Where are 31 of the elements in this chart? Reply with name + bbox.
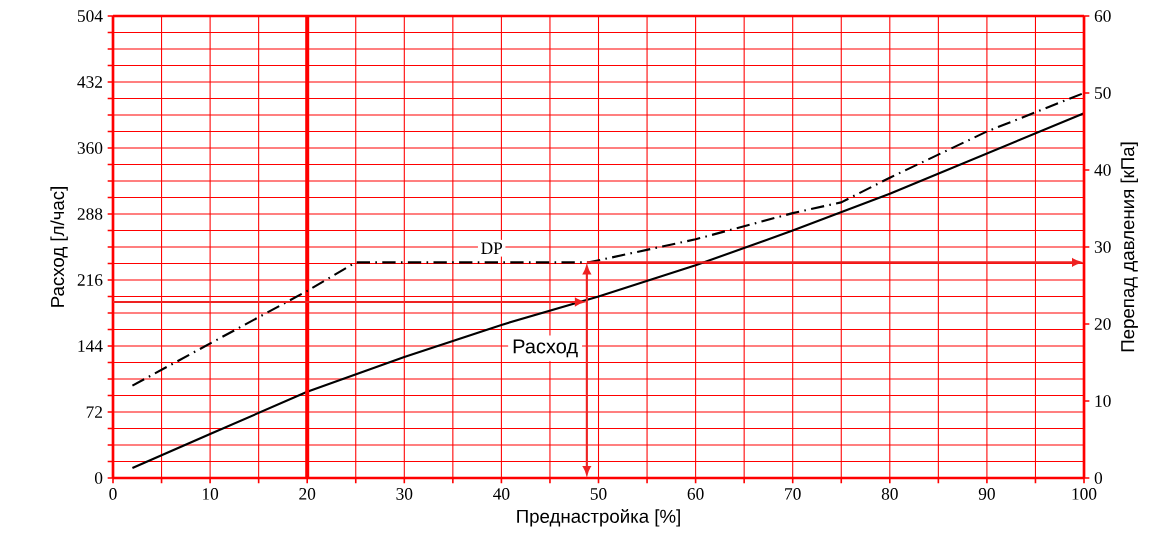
x-tick-label: 60 bbox=[687, 488, 704, 500]
y2-tick-label: 0 bbox=[1094, 472, 1103, 484]
series-label: Расход bbox=[513, 339, 578, 358]
y2-tick-label: 60 bbox=[1094, 10, 1111, 22]
x-tick-label: 50 bbox=[590, 488, 607, 500]
y2-tick-label: 50 bbox=[1095, 87, 1111, 99]
y-tick-label: 72 bbox=[86, 406, 103, 418]
series-label: DP bbox=[481, 242, 503, 254]
y2-axis-title: Перепад давления [кПа] bbox=[1120, 142, 1138, 352]
y2-tick-label: 40 bbox=[1094, 164, 1111, 176]
y2-tick-label: 30 bbox=[1094, 241, 1111, 253]
x-tick-label: 20 bbox=[299, 488, 316, 500]
x-tick-label: 0 bbox=[109, 488, 117, 500]
y2-tick-label: 10 bbox=[1095, 395, 1111, 407]
y-axis-title: Расход [л/час] bbox=[50, 187, 68, 307]
x-tick-label: 80 bbox=[881, 488, 898, 500]
y-tick-label: 432 bbox=[77, 76, 103, 88]
y-tick-label: 504 bbox=[77, 10, 103, 22]
y2-tick-label: 20 bbox=[1094, 318, 1111, 330]
y-tick-label: 216 bbox=[77, 274, 103, 286]
x-tick-label: 100 bbox=[1072, 488, 1097, 500]
x-tick-label: 10 bbox=[202, 488, 219, 500]
y-tick-label: 288 bbox=[77, 208, 103, 220]
x-tick-label: 40 bbox=[493, 488, 510, 500]
y-tick-label: 360 bbox=[77, 142, 103, 154]
y-tick-label: 144 bbox=[78, 340, 103, 352]
x-tick-label: 30 bbox=[396, 488, 413, 500]
y-tick-label: 0 bbox=[94, 472, 103, 484]
x-tick-label: 90 bbox=[978, 488, 995, 500]
x-axis-title: Преднастройка [%] bbox=[517, 508, 680, 527]
x-tick-label: 70 bbox=[785, 488, 801, 500]
